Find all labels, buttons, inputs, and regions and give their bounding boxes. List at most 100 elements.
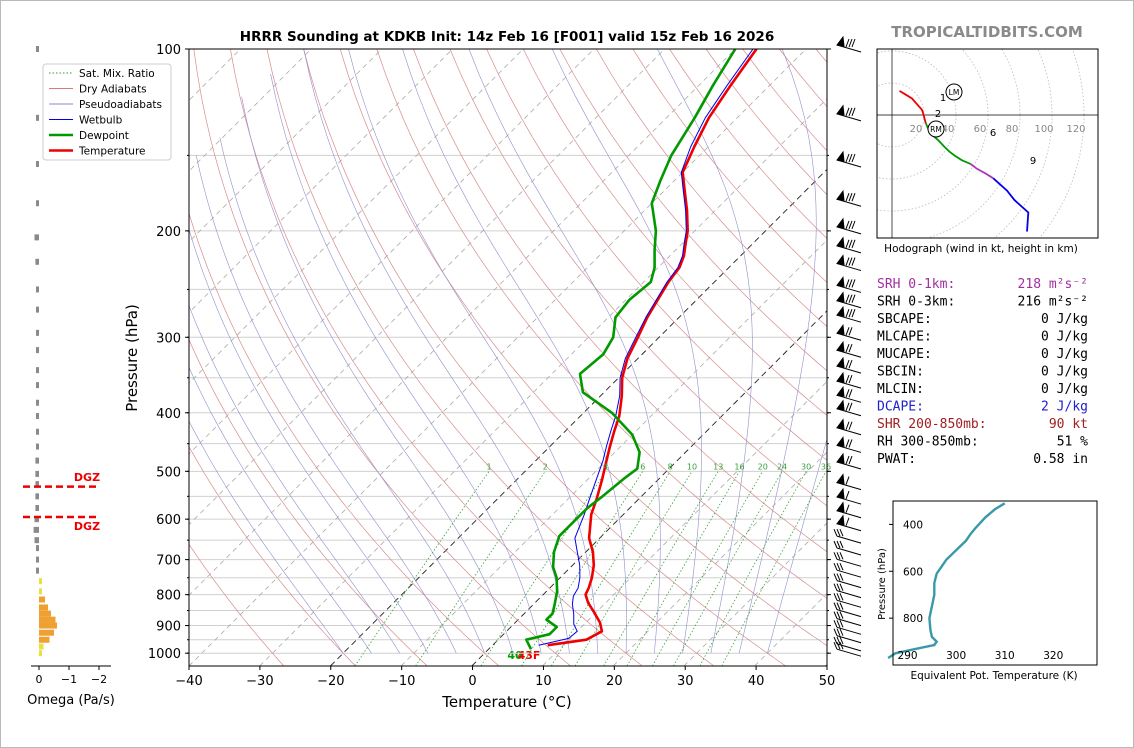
dry-adiabat xyxy=(189,543,285,666)
barb-flag xyxy=(845,294,850,303)
omega-bar xyxy=(39,616,56,623)
barb-flag xyxy=(845,421,850,430)
barb-flag xyxy=(833,602,838,610)
storm-motion-label: LM xyxy=(949,88,960,97)
barb-pennant xyxy=(836,501,845,513)
barb-staff xyxy=(836,535,862,544)
barb-flag xyxy=(848,402,853,411)
barb-flag xyxy=(839,620,844,628)
barb-flag xyxy=(845,220,850,230)
barb-flag xyxy=(839,528,844,537)
parameter-value: 0.58 in xyxy=(1033,452,1088,467)
parameter-value: 0 J/kg xyxy=(1041,312,1088,327)
hodograph-segment xyxy=(899,90,921,108)
barb-staff xyxy=(836,198,862,207)
parameter-label: RH 300-850mb: xyxy=(877,435,979,450)
isotherm-line xyxy=(189,49,595,455)
barb-staff xyxy=(836,569,862,578)
barb-flag xyxy=(833,593,838,601)
isotherm-line xyxy=(259,98,827,666)
barb-flag xyxy=(836,593,841,601)
surface-temperature-label: 43F xyxy=(518,649,541,662)
mixing-ratio-line xyxy=(521,471,644,666)
pseudoadiabat xyxy=(657,49,753,654)
barb-pennant xyxy=(836,385,845,397)
x-tick-label: 20 xyxy=(606,674,623,689)
omega-bar xyxy=(36,413,39,420)
barb-flag xyxy=(845,279,850,288)
pseudoadiabat xyxy=(189,304,401,654)
barb-flag xyxy=(848,239,853,249)
dgz-label-bottom: DGZ xyxy=(74,520,100,533)
barb-flag xyxy=(845,344,850,353)
barb-flag xyxy=(836,573,841,581)
pseudoadiabat xyxy=(219,137,485,654)
barb-staff xyxy=(836,365,862,374)
parameter-value: 218 m²s⁻² xyxy=(1018,277,1088,292)
barb-flag xyxy=(845,327,850,336)
omega-bar xyxy=(39,636,50,643)
omega-bar xyxy=(36,46,39,52)
barb-pennant xyxy=(836,305,845,317)
legend-box xyxy=(42,63,172,161)
barb-flag xyxy=(848,374,853,384)
omega-bar xyxy=(36,200,39,207)
barb-pennant xyxy=(836,452,845,464)
omega-bar xyxy=(36,286,39,293)
parameter-table: SRH 0-1km: 218 m²s⁻² SRH 0-3km: 216 m²s⁻² SB… xyxy=(877,277,1088,467)
omega-bar xyxy=(39,578,42,585)
x-tick-label: −40 xyxy=(175,674,202,689)
barb-staff xyxy=(836,394,862,403)
omega-bar xyxy=(35,258,39,265)
barb-staff xyxy=(836,444,862,453)
barb-staff xyxy=(836,284,862,293)
barb-staff xyxy=(836,626,862,635)
barb-flag xyxy=(839,552,844,560)
barb-flag xyxy=(848,38,853,48)
hodograph-ring-label: 20 xyxy=(910,124,923,135)
barb-flag xyxy=(848,421,853,430)
barb-pennant xyxy=(836,514,845,526)
isotherm-line xyxy=(189,49,665,526)
parameter-label: SBCAPE: xyxy=(877,312,932,327)
barb-flag xyxy=(848,327,853,336)
omega-bar xyxy=(36,347,39,354)
pseudoadiabat xyxy=(551,49,702,654)
barb-flag xyxy=(848,153,853,163)
barb-flag xyxy=(851,294,856,303)
isotherm-line xyxy=(612,451,827,666)
barb-flag xyxy=(833,552,838,560)
barb-flag xyxy=(848,107,853,117)
barb-flag xyxy=(836,552,841,560)
barb-flag xyxy=(848,294,853,303)
omega-bar xyxy=(39,588,42,595)
barb-staff xyxy=(836,635,862,644)
mixing-ratio-label: 10 xyxy=(687,462,697,471)
barb-flag xyxy=(833,583,838,591)
isotherm-line xyxy=(189,49,807,666)
barb-flag xyxy=(851,153,856,163)
skewt-legend: Sat. Mix. Ratio Dry Adiabats Pseudoadiabat… xyxy=(42,63,172,161)
barb-flag xyxy=(839,573,844,581)
x-tick-label: 50 xyxy=(819,674,836,689)
mixing-ratio-line xyxy=(699,471,807,666)
barb-flag xyxy=(836,583,841,591)
barb-flag xyxy=(845,107,850,117)
barb-pennant xyxy=(836,150,845,162)
dry-adiabat xyxy=(339,49,827,647)
barb-pennant xyxy=(836,236,845,248)
legend-label: Pseudoadiabats xyxy=(79,99,162,111)
parameter-label: SRH 0-1km: xyxy=(877,277,955,292)
barb-flag xyxy=(836,528,841,537)
parameter-label: PWAT: xyxy=(877,452,916,467)
hodograph-height-label: 6 xyxy=(990,128,996,139)
barb-flag xyxy=(833,540,838,549)
omega-bar xyxy=(39,610,51,617)
barb-staff xyxy=(836,558,862,567)
barb-flag xyxy=(839,540,844,549)
barb-staff xyxy=(836,599,862,608)
barb-staff xyxy=(836,523,862,532)
hodograph-ring-label: 40 xyxy=(942,124,955,135)
barb-flag xyxy=(845,308,850,318)
barb-flag xyxy=(839,593,844,601)
